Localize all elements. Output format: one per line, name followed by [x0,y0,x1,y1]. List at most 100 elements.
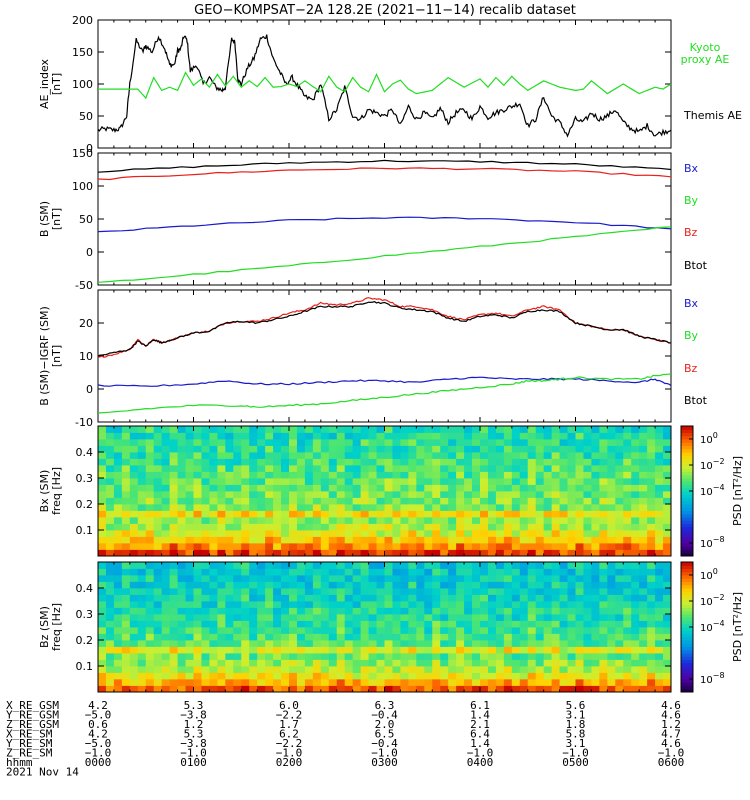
psd-cell [607,504,616,511]
psd-cell [416,504,425,511]
psd-cell [503,640,513,647]
psd-cell [480,549,489,557]
psd-cell [360,458,369,466]
psd-cell [265,478,274,485]
psd-cell [113,530,123,537]
psd-cell [169,523,178,531]
psd-cell [241,543,250,550]
psd-cell [559,685,568,693]
psd-cell [559,633,568,641]
psd-cell [615,530,624,537]
psd-cell [480,439,489,446]
psd-cell [392,458,401,466]
psd-cell [543,549,553,557]
psd-cell [424,439,433,446]
psd-cell [304,504,314,511]
psd-cell [121,504,131,511]
psd-cell [145,510,155,518]
psd-cell [153,484,163,492]
psd-cell [161,543,171,550]
psd-cell [360,614,369,621]
psd-cell [623,530,632,537]
psd-cell [209,458,218,466]
ephemeris-value: 1.2 [661,718,681,731]
psd-cell [408,601,417,608]
ephemeris-value: 6.1 [470,699,490,712]
psd-cell [567,685,576,693]
psd-cell [352,439,362,446]
psd-cell [225,601,234,608]
psd-cell [384,426,393,433]
psd-cell [527,504,537,511]
psd-cell [281,484,290,492]
psd-cell [376,594,385,602]
psd-cell [209,607,218,615]
psd-cell [169,620,178,628]
psd-cell [320,588,330,595]
psd-cell [495,685,505,693]
psd-cell [392,445,401,453]
psd-cell [495,432,505,440]
psd-cell [153,633,163,641]
psd-cell [487,640,497,647]
psd-cell [352,465,362,472]
psd-cell [249,439,258,446]
psd-cell [527,510,537,518]
psd-cell [647,439,656,446]
psd-cell [281,627,290,634]
psd-cell [105,640,115,647]
psd-cell [145,426,155,433]
psd-cell [161,594,171,602]
psd-cell [615,659,624,667]
psd-cell [448,543,457,550]
psd-cell [631,536,640,544]
psd-cell [289,601,298,608]
psd-cell [503,594,513,602]
psd-cell [193,426,202,433]
psd-cell [432,530,441,537]
psd-cell [647,633,656,641]
ephemeris-label: Z_RE_GSM [6,718,59,731]
psd-cell [392,594,401,602]
psd-cell [655,504,664,511]
psd-cell [472,510,481,518]
psd-cell [312,588,322,595]
psd-cell [201,601,210,608]
psd-cell [169,530,178,537]
psd-cell [575,659,584,667]
psd-cell [408,530,417,537]
psd-cell [583,620,592,628]
psd-cell [591,510,600,518]
psd-cell [631,439,640,446]
psd-cell [161,491,171,498]
psd-cell [273,581,282,589]
psd-cell [535,568,545,576]
psd-cell [456,549,465,557]
psd-cell [360,659,369,667]
psd-cell [209,568,218,576]
psd-cell [249,679,258,686]
psd-cell [639,685,648,693]
psd-cell [161,478,171,485]
psd-cell [153,601,163,608]
psd-cell [273,510,282,518]
psd-cell [583,452,592,459]
psd-cell [273,445,282,453]
psd-cell [591,452,600,459]
psd-cell [408,458,417,466]
psd-cell [273,465,282,472]
psd-cell [296,530,306,537]
psd-cell [623,471,632,479]
psd-cell [440,543,449,550]
ephemeris-value: 0100 [180,756,207,769]
psd-cell [599,445,608,453]
psd-cell [336,465,346,472]
psd-cell [304,614,314,621]
psd-cell [328,491,338,498]
psd-cell [193,504,202,511]
psd-cell [312,646,322,654]
psd-cell [217,523,226,531]
psd-cell [281,491,290,498]
psd-cell [424,568,433,576]
psd-cell [249,601,258,608]
